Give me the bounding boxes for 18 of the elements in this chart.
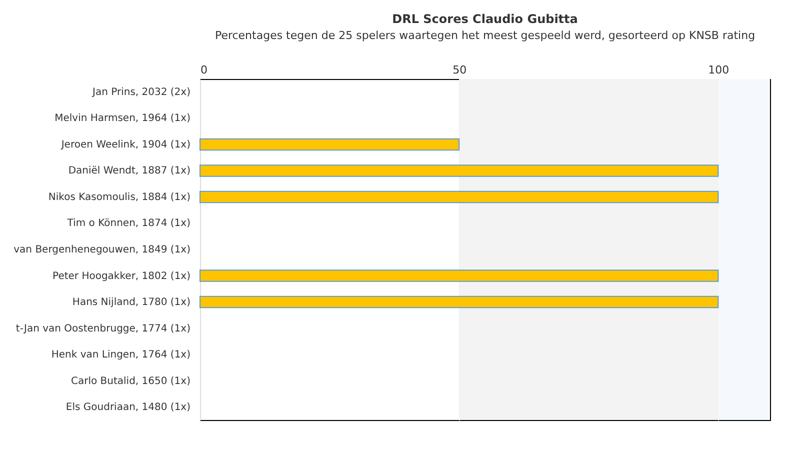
- y-tick-label: Carlo Butalid, 1650 (1x): [70, 376, 191, 387]
- y-tick-label: Tim o Können, 1874 (1x): [66, 218, 191, 230]
- y-tick-label: Henk van Lingen, 1764 (1x): [51, 350, 191, 361]
- y-tick-label: Melvin Harmsen, 1964 (1x): [54, 113, 191, 124]
- y-tick-label: t-Jan van Oostenbrugge, 1774 (1x): [16, 323, 191, 334]
- x-tick-label: 0: [200, 64, 208, 76]
- y-tick-label: Daniël Wendt, 1887 (1x): [68, 166, 191, 177]
- chart-title: DRL Scores Claudio Gubitta: [392, 12, 578, 26]
- y-tick-label: van Bergenhenegouwen, 1849 (1x): [14, 244, 191, 256]
- y-tick-label: Hans Nijland, 1780 (1x): [72, 297, 191, 308]
- y-tick-label: Jeroen Weelink, 1904 (1x): [60, 139, 191, 150]
- chart-subtitle: Percentages tegen de 25 spelers waartegen het meest gespeeld werd, gesorteerd op KNSB rating: [214, 29, 756, 42]
- y-tick-label: Jan Prins, 2032 (2x): [92, 86, 191, 98]
- y-tick-label: Els Goudriaan, 1480 (1x): [66, 402, 191, 414]
- y-tick-label: Peter Hoogakker, 1802 (1x): [52, 270, 191, 282]
- y-tick-label: Nikos Kasomoulis, 1884 (1x): [48, 192, 191, 203]
- x-tick-label: 100: [708, 64, 730, 76]
- x-tick-label: 50: [452, 64, 467, 76]
